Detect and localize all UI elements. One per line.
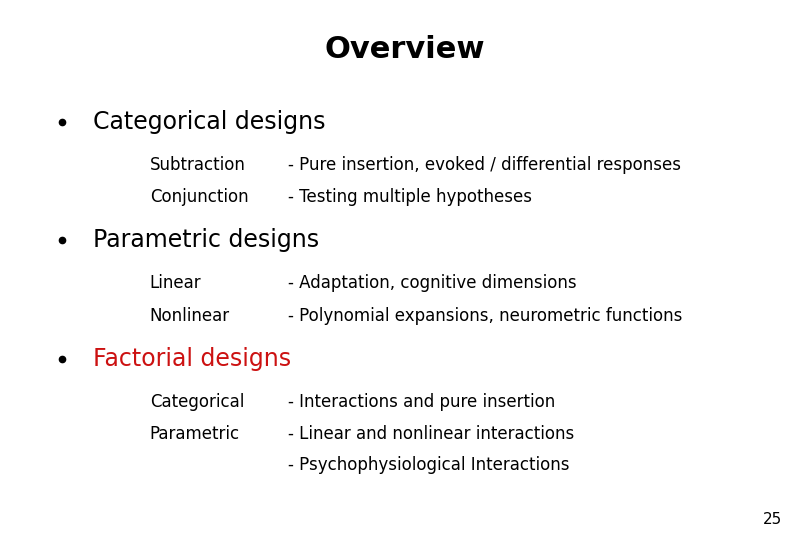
Text: Linear: Linear bbox=[150, 274, 202, 293]
Text: - Polynomial expansions, neurometric functions: - Polynomial expansions, neurometric fun… bbox=[288, 307, 682, 325]
Text: Categorical: Categorical bbox=[150, 393, 245, 411]
Text: Nonlinear: Nonlinear bbox=[150, 307, 230, 325]
Text: Categorical designs: Categorical designs bbox=[93, 110, 326, 133]
Text: - Pure insertion, evoked / differential responses: - Pure insertion, evoked / differential … bbox=[288, 156, 680, 174]
Text: - Testing multiple hypotheses: - Testing multiple hypotheses bbox=[288, 188, 531, 206]
Text: - Adaptation, cognitive dimensions: - Adaptation, cognitive dimensions bbox=[288, 274, 576, 293]
Text: Factorial designs: Factorial designs bbox=[93, 347, 292, 371]
Text: - Interactions and pure insertion: - Interactions and pure insertion bbox=[288, 393, 555, 411]
Text: Parametric designs: Parametric designs bbox=[93, 228, 319, 252]
Text: - Linear and nonlinear interactions: - Linear and nonlinear interactions bbox=[288, 424, 573, 443]
Text: Parametric: Parametric bbox=[150, 424, 240, 443]
Text: Overview: Overview bbox=[325, 35, 485, 64]
Text: Conjunction: Conjunction bbox=[150, 188, 249, 206]
Text: 25: 25 bbox=[762, 511, 782, 526]
Text: - Psychophysiological Interactions: - Psychophysiological Interactions bbox=[288, 456, 569, 474]
Text: Subtraction: Subtraction bbox=[150, 156, 245, 174]
